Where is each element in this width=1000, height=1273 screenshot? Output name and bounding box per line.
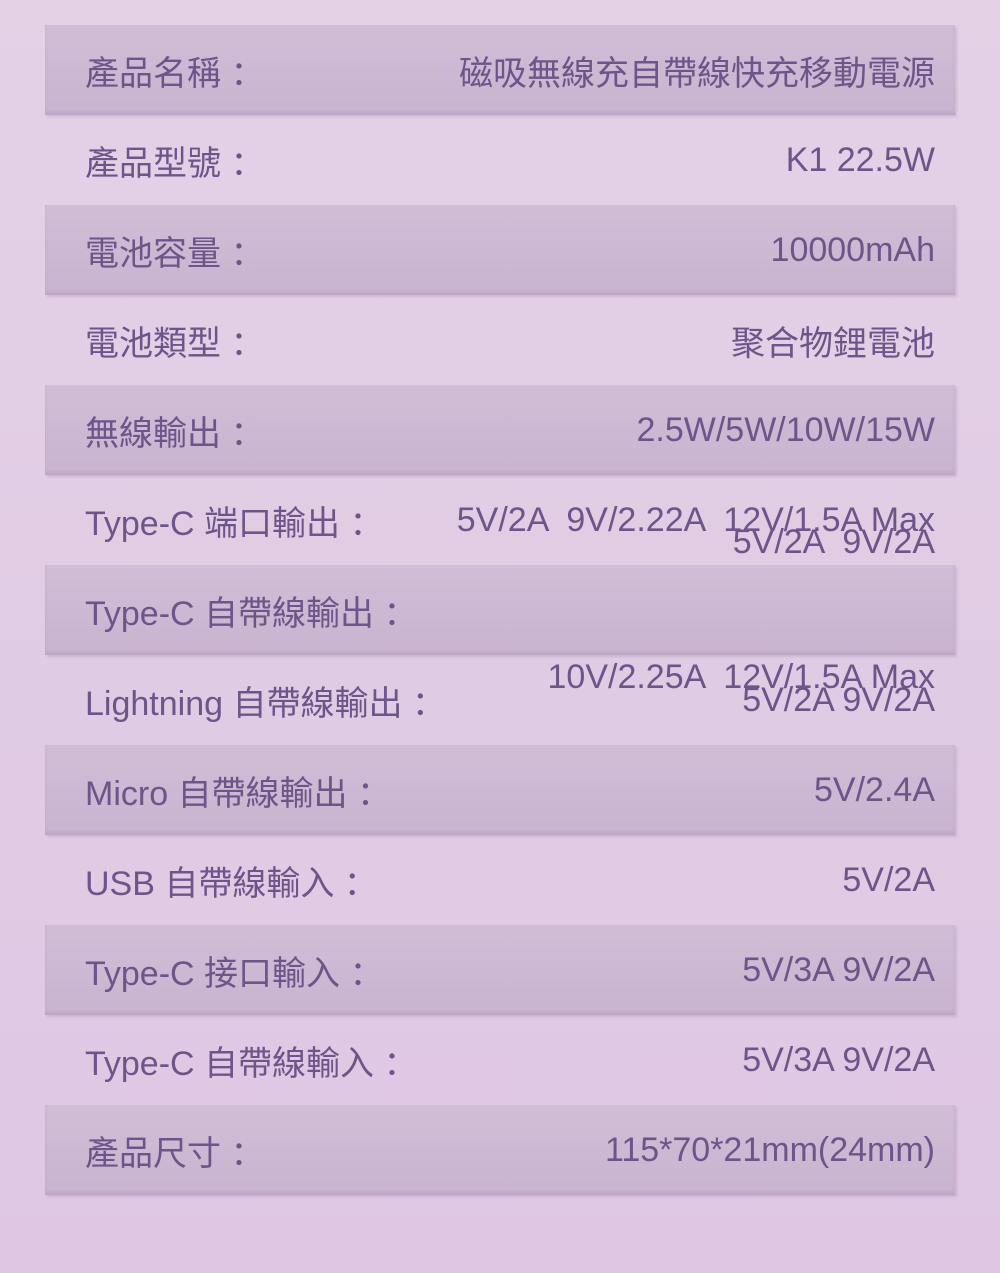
spec-value: 5V/2A 9V/2.22A 12V/1.5A Max — [456, 500, 935, 539]
spec-label: Micro 自帶線輸出 ： — [85, 774, 391, 813]
spec-row: Type-C 自帶線輸入 ： 5V/3A 9V/2A — [45, 1015, 955, 1105]
spec-value: 5V/2.4A — [814, 770, 935, 809]
spec-label: Type-C 接口輸入 ： — [85, 954, 384, 993]
spec-row: 產品型號 ： K1 22.5W — [45, 115, 955, 205]
spec-row: Type-C 端口輸出 ： 5V/2A 9V/2.22A 12V/1.5A Ma… — [45, 475, 955, 565]
spec-value-line: 5V/2A 9V/2A — [732, 523, 935, 561]
spec-label: 產品尺寸 ： — [85, 1134, 265, 1173]
spec-label: 電池類型 ： — [85, 324, 265, 363]
spec-label: 產品名稱 ： — [85, 54, 265, 93]
spec-value: 10000mAh — [770, 230, 935, 269]
spec-label: 無線輸出 ： — [85, 414, 265, 453]
spec-label: 產品型號 ： — [85, 144, 265, 183]
spec-value: 2.5W/5W/10W/15W — [636, 410, 935, 449]
spec-value: 115*70*21mm(24mm) — [604, 1130, 935, 1169]
spec-label: Type-C 自帶線輸入 ： — [85, 1044, 418, 1083]
spec-value: 5V/2A 9V/2A — [742, 680, 935, 719]
spec-row: 無線輸出 ： 2.5W/5W/10W/15W — [45, 385, 955, 475]
spec-label: Type-C 自帶線輸出 ： — [85, 594, 418, 633]
spec-value-line: 10V/2.25A 12V/1.5A Max — [547, 658, 936, 696]
spec-row: USB 自帶線輸入 ： 5V/2A — [45, 835, 955, 925]
product-spec-table: 產品名稱 ： 磁吸無線充自帶線快充移動電源 產品型號 ： K1 22.5W 電池… — [45, 25, 955, 1195]
spec-row: 電池容量 ： 10000mAh — [45, 205, 955, 295]
spec-label: Lightning 自帶線輸出 ： — [85, 684, 446, 723]
spec-row: 產品尺寸 ： 115*70*21mm(24mm) — [45, 1105, 955, 1195]
spec-value: 聚合物鋰電池 — [731, 324, 935, 363]
spec-value: 5V/3A 9V/2A — [742, 950, 935, 989]
spec-row: Type-C 自帶線輸出 ： 5V/2A 9V/2A 10V/2.25A 12V… — [45, 523, 955, 696]
spec-row: 電池類型 ： 聚合物鋰電池 — [45, 295, 955, 385]
spec-row: Micro 自帶線輸出 ： 5V/2.4A — [45, 745, 955, 835]
spec-label: USB 自帶線輸入 ： — [85, 864, 378, 903]
spec-value: 5V/3A 9V/2A — [742, 1040, 935, 1079]
spec-value: 5V/2A 9V/2A 10V/2.25A 12V/1.5A Max — [548, 430, 936, 790]
spec-label: Type-C 端口輸出 ： — [85, 504, 384, 543]
spec-row: Lightning 自帶線輸出 ： 5V/2A 9V/2A — [45, 655, 955, 745]
spec-row: 產品名稱 ： 磁吸無線充自帶線快充移動電源 — [45, 25, 955, 115]
spec-row: Type-C 接口輸入 ： 5V/3A 9V/2A — [45, 925, 955, 1015]
spec-label: 電池容量 ： — [85, 234, 265, 273]
spec-value: 5V/2A — [842, 860, 935, 899]
spec-value: 磁吸無線充自帶線快充移動電源 — [459, 54, 935, 93]
spec-value: K1 22.5W — [785, 140, 935, 179]
